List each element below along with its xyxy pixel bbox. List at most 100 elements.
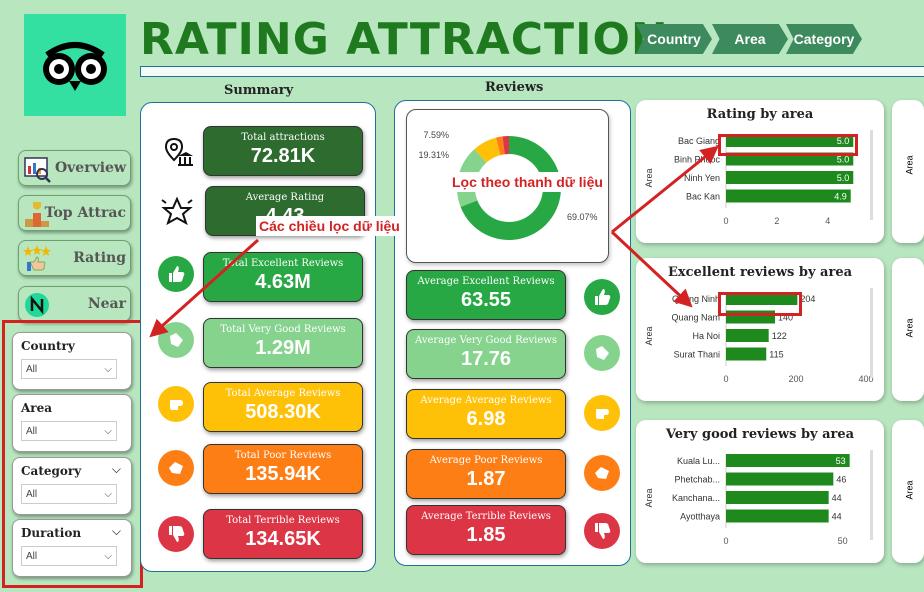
category-label: Quang Nam [671, 313, 720, 323]
donut-slice[interactable] [495, 136, 505, 156]
kpi-value: 508.30K [245, 401, 321, 423]
nav-label: Near [87, 296, 126, 312]
slicer-title: Area [21, 401, 53, 415]
scrollbar[interactable] [870, 288, 873, 378]
nav-rating-button[interactable]: Rating [18, 240, 131, 276]
dropdown-value: All [26, 488, 38, 500]
filter-area-chip[interactable]: Area [712, 24, 788, 54]
category-label: Binh Phuoc [674, 155, 721, 165]
owl-logo-icon [43, 42, 107, 91]
kpi-label: Average Very Good Reviews [415, 335, 557, 346]
donut-label: 69.07% [567, 212, 598, 222]
kpi-value: 135.94K [245, 463, 321, 485]
bar[interactable] [726, 292, 798, 305]
chart-title: Rating by area [706, 107, 814, 122]
bar-value-label: 5.0 [837, 155, 850, 165]
bar-highlight-box [718, 134, 858, 156]
kpi-avg-very-good: Average Very Good Reviews 17.76 [406, 329, 566, 379]
bar[interactable] [726, 472, 834, 486]
y-axis-label: Area [644, 168, 654, 187]
category-label: Phetchab... [674, 475, 720, 485]
kpi-value: 17.76 [460, 348, 512, 370]
country-dropdown[interactable]: All ⌵ [21, 359, 117, 379]
bar[interactable] [726, 347, 767, 361]
y-axis-label: Area [644, 488, 654, 507]
chevron-down-icon[interactable]: ⌵ [111, 462, 121, 476]
kpi-label: Total Terrible Reviews [226, 515, 340, 526]
overview-icon [24, 157, 51, 183]
chevron-down-icon: ⌵ [104, 550, 112, 562]
slicer-title: Duration [21, 526, 82, 540]
chevron-down-icon[interactable]: ⌵ [111, 524, 121, 538]
thumbs-up-stars-icon [23, 245, 51, 271]
donut-slice[interactable] [474, 137, 501, 163]
filter-annotation: Các chiều lọc dữ liệu [256, 216, 403, 236]
nav-near-button[interactable]: Near [18, 286, 131, 322]
kpi-label: Total Poor Reviews [234, 450, 332, 461]
category-label: Ha Noi [692, 331, 720, 341]
x-tick-label: 0 [723, 374, 728, 384]
chevron-down-icon: ⌵ [104, 488, 112, 500]
x-tick-label: 400 [858, 374, 873, 384]
x-tick-label: 0 [723, 216, 728, 226]
kpi-label: Average Poor Reviews [429, 455, 543, 466]
thumbs-down-icon [158, 516, 194, 552]
thumbs-down-tilted-icon [158, 450, 194, 486]
bar[interactable] [726, 134, 854, 147]
page-title: RATING ATTRACTION [140, 14, 669, 65]
kpi-value: 72.81K [250, 145, 316, 167]
kpi-total-attractions: Total attractions 72.81K [203, 126, 363, 176]
slicer-area[interactable]: Area All ⌵ [12, 394, 132, 452]
nav-overview-button[interactable]: Overview [18, 150, 131, 186]
rating-by-area-card: Rating by area Area Bac Giang 5.0 Binh Phuo… [636, 100, 884, 243]
bar-highlight-box [718, 292, 802, 316]
thumbs-down-tilted-icon [584, 455, 620, 491]
duration-dropdown[interactable]: All ⌵ [21, 546, 117, 566]
bar[interactable] [726, 171, 854, 184]
star-outline-icon [161, 196, 193, 226]
very-good-by-area-chart: Area Kuala Lu... 53 Phetchab... 46 Kanchana..… [644, 450, 873, 546]
category-label: Ayotthaya [680, 512, 720, 522]
filter-country-chip[interactable]: Country [636, 24, 712, 54]
arrow-to-slicers [149, 238, 260, 338]
bar-value-label: 46 [836, 475, 846, 485]
bar[interactable] [726, 189, 851, 203]
partial-card: Area [892, 258, 924, 401]
filter-category-chip[interactable]: Category [786, 24, 862, 54]
area-dropdown[interactable]: All ⌵ [21, 421, 117, 441]
kpi-total-excellent: Total Excellent Reviews 4.63M [203, 252, 363, 302]
arrow-to-excellent-bar [610, 230, 693, 308]
bar[interactable] [726, 509, 829, 523]
scrollbar[interactable] [870, 450, 873, 540]
bar[interactable] [726, 491, 829, 504]
bar-value-label: 4.9 [834, 192, 847, 202]
near-icon [25, 293, 49, 317]
kpi-total-terrible: Total Terrible Reviews 134.65K [203, 509, 363, 559]
category-label: Ninh Yen [684, 173, 720, 183]
nav-label: Overview [54, 160, 126, 176]
bar-value-label: 44 [832, 493, 842, 503]
hand-fist-icon [584, 395, 620, 431]
donut-slice[interactable] [460, 136, 561, 240]
donut-slice[interactable] [502, 136, 509, 155]
kpi-total-average: Total Average Reviews 508.30K [203, 382, 363, 432]
slicer-title: Category [21, 464, 82, 478]
kpi-value: 1.85 [466, 524, 506, 546]
slicer-category[interactable]: Category ⌵ All ⌵ [12, 457, 132, 515]
x-tick-label: 50 [838, 536, 848, 546]
scrollbar[interactable] [870, 130, 873, 220]
kpi-label: Average Rating [245, 192, 325, 203]
bar[interactable] [726, 454, 850, 467]
dropdown-value: All [26, 363, 38, 375]
category-label: Kanchana... [672, 493, 720, 503]
category-dropdown[interactable]: All ⌵ [21, 484, 117, 504]
kpi-label: Total Excellent Reviews [222, 258, 344, 269]
slicer-duration[interactable]: Duration ⌵ All ⌵ [12, 519, 132, 577]
kpi-label: Average Average Reviews [420, 395, 552, 406]
nav-top-attractions-button[interactable]: Top Attrac [18, 195, 131, 231]
slicer-country[interactable]: Country All ⌵ [12, 332, 132, 390]
location-building-icon [164, 137, 193, 166]
bar[interactable] [726, 329, 769, 342]
tripadvisor-logo [24, 14, 126, 116]
x-tick-label: 0 [723, 536, 728, 546]
